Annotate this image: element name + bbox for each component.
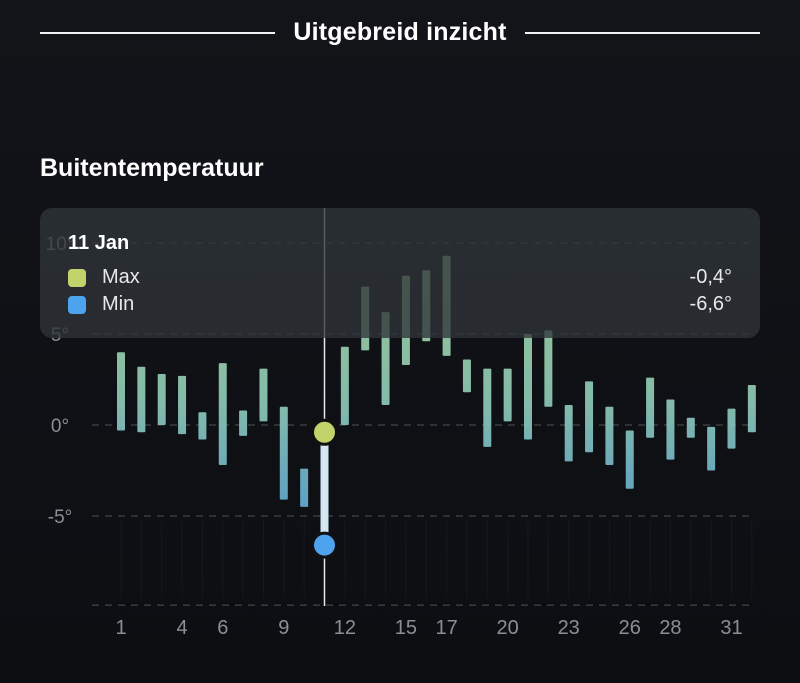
x-tick-label: 28 [659, 617, 681, 639]
y-tick-label: 0° [51, 416, 69, 437]
x-tick-label: 15 [395, 617, 417, 639]
min-swatch-icon [68, 296, 86, 314]
temperature-bar[interactable] [340, 346, 349, 425]
chart-tooltip: 11 Jan Max -0,4° Min -6,6° [40, 208, 760, 338]
temperature-bar[interactable] [747, 384, 756, 433]
x-tick-label: 17 [435, 617, 457, 639]
header-divider-left [40, 32, 275, 34]
x-tick-label: 20 [497, 617, 519, 639]
tooltip-date: 11 Jan [68, 232, 130, 254]
temperature-bar[interactable] [503, 368, 512, 422]
temperature-bar[interactable] [300, 468, 309, 507]
temperature-bar[interactable] [564, 404, 573, 462]
x-tick-label: 31 [720, 617, 742, 639]
x-tick-label: 23 [558, 617, 580, 639]
x-tick-label: 26 [619, 617, 641, 639]
temperature-bar[interactable] [198, 412, 207, 440]
tooltip-max-value: -0,4° [689, 266, 732, 288]
temperature-bar[interactable] [117, 352, 125, 431]
tooltip-row-max: Max -0,4° [68, 266, 732, 292]
temperature-bar[interactable] [605, 406, 614, 466]
min-marker [311, 531, 338, 559]
temperature-bar[interactable] [259, 368, 268, 422]
x-tick-label: 4 [176, 617, 187, 639]
header-divider-right [525, 32, 760, 34]
temperature-bar[interactable] [707, 426, 716, 471]
temperature-bar[interactable] [178, 375, 187, 435]
temperature-bar[interactable] [727, 408, 736, 449]
temperature-bar[interactable] [462, 359, 471, 393]
tooltip-row-min: Min -6,6° [68, 293, 732, 319]
temperature-bar[interactable] [218, 363, 227, 466]
temperature-bar[interactable] [666, 399, 675, 460]
chart-title: Buitentemperatuur [40, 154, 264, 182]
max-marker [311, 418, 338, 446]
temperature-bar[interactable] [483, 368, 492, 447]
x-tick-label: 1 [115, 617, 126, 639]
tooltip-max-label: Max [102, 266, 140, 288]
temperature-bar[interactable] [157, 374, 166, 425]
tooltip-min-label: Min [102, 293, 135, 315]
temperature-bar[interactable] [686, 417, 695, 438]
y-tick-label: -5° [48, 507, 73, 528]
temperature-bar[interactable] [646, 377, 655, 438]
temperature-bar[interactable] [544, 330, 553, 407]
temperature-bar[interactable] [279, 406, 288, 500]
section-header: Uitgebreid inzicht [40, 14, 760, 52]
temperature-bar[interactable] [524, 334, 532, 440]
x-tick-label: 12 [334, 617, 356, 639]
temperature-bar[interactable] [585, 381, 594, 453]
temperature-bar[interactable] [137, 366, 146, 433]
x-tick-label: 6 [217, 617, 228, 639]
max-swatch-icon [68, 269, 86, 287]
tooltip-min-value: -6,6° [689, 293, 732, 315]
section-title: Uitgebreid inzicht [293, 18, 507, 46]
x-tick-label: 9 [278, 617, 289, 639]
temperature-bar[interactable] [625, 430, 634, 489]
temperature-bar[interactable] [239, 410, 248, 436]
